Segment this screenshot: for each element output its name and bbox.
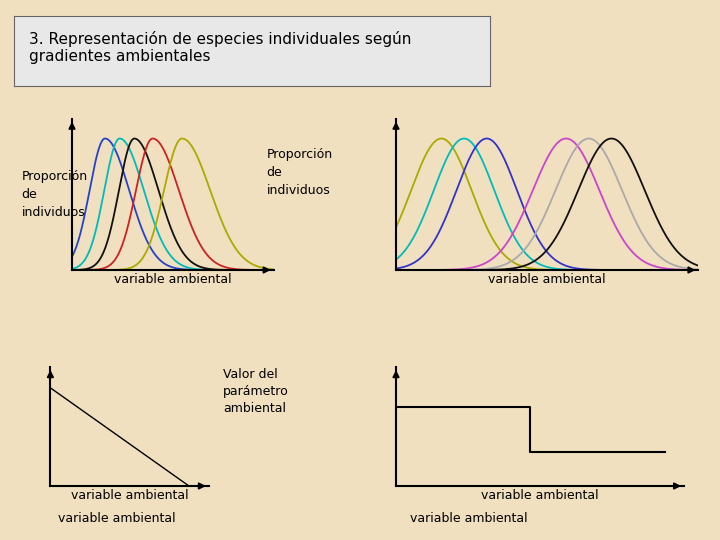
Text: Proporción
de
individuos: Proporción de individuos bbox=[266, 148, 333, 197]
X-axis label: variable ambiental: variable ambiental bbox=[71, 489, 189, 502]
Text: Valor del
parámetro
ambiental: Valor del parámetro ambiental bbox=[223, 368, 289, 415]
Text: Proporción
de
individuos: Proporción de individuos bbox=[22, 170, 88, 219]
Text: variable ambiental: variable ambiental bbox=[410, 512, 528, 525]
Text: variable ambiental: variable ambiental bbox=[58, 512, 175, 525]
X-axis label: variable ambiental: variable ambiental bbox=[114, 273, 232, 286]
X-axis label: variable ambiental: variable ambiental bbox=[481, 489, 599, 502]
Text: 3. Representación de especies individuales según
gradientes ambientales: 3. Representación de especies individual… bbox=[29, 31, 411, 64]
X-axis label: variable ambiental: variable ambiental bbox=[488, 273, 606, 286]
